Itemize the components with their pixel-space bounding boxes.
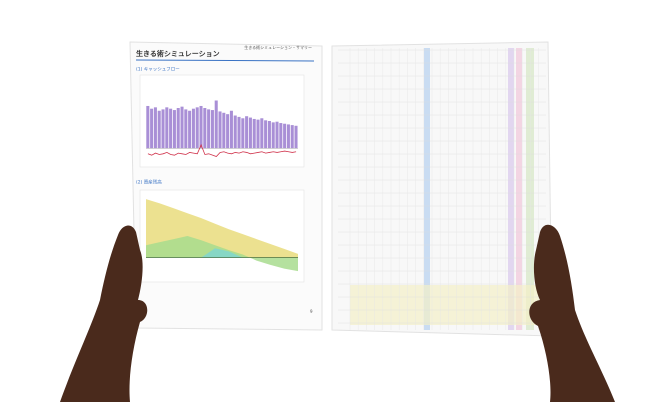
bar — [184, 109, 188, 149]
bar — [294, 125, 298, 149]
bar — [237, 116, 241, 149]
area — [146, 248, 298, 258]
line — [147, 143, 297, 157]
bar — [264, 120, 268, 149]
bar — [210, 110, 214, 149]
bar — [165, 107, 169, 149]
bar — [146, 105, 150, 149]
left-hand — [60, 225, 148, 402]
bar — [275, 121, 279, 149]
table-column — [508, 48, 514, 330]
bar — [283, 123, 287, 149]
table — [338, 48, 546, 330]
charts — [146, 100, 298, 272]
bar — [214, 100, 218, 149]
bar — [248, 117, 252, 149]
table-column — [424, 48, 430, 330]
bar — [203, 108, 207, 149]
bar — [256, 119, 260, 149]
table-column — [526, 48, 534, 330]
bar — [207, 109, 211, 149]
bar — [153, 107, 157, 149]
title-rule — [135, 59, 315, 62]
bar — [188, 110, 192, 149]
bar — [226, 114, 230, 149]
bar — [233, 115, 237, 149]
bar — [169, 108, 173, 149]
bar — [222, 112, 226, 149]
section-heading: (2) 資産残高 — [136, 179, 162, 186]
bar — [290, 125, 294, 149]
bar — [191, 108, 195, 149]
bar — [199, 105, 203, 149]
bar — [218, 111, 222, 149]
bar — [279, 123, 283, 149]
bar — [150, 108, 154, 149]
bar — [286, 124, 290, 149]
bar — [252, 118, 256, 149]
table-column — [516, 48, 522, 330]
right-hand — [529, 224, 615, 402]
bar — [229, 110, 233, 149]
table-footer — [350, 285, 540, 325]
bar — [172, 110, 176, 149]
bar — [245, 116, 249, 149]
section-heading: (1) キャッシュフロー — [136, 67, 180, 73]
bar — [180, 106, 184, 149]
bar — [267, 121, 271, 149]
bar — [260, 118, 264, 149]
bar — [176, 108, 180, 149]
page-number: 9 — [310, 309, 313, 314]
bar — [241, 118, 245, 149]
bar — [195, 107, 199, 149]
page-title: 生きる術シミュレーション — [136, 49, 220, 58]
bar — [271, 122, 275, 149]
bar — [157, 110, 161, 149]
page-header: 生きる術シミュレーション・サマリー — [244, 44, 312, 50]
bar — [161, 109, 165, 149]
